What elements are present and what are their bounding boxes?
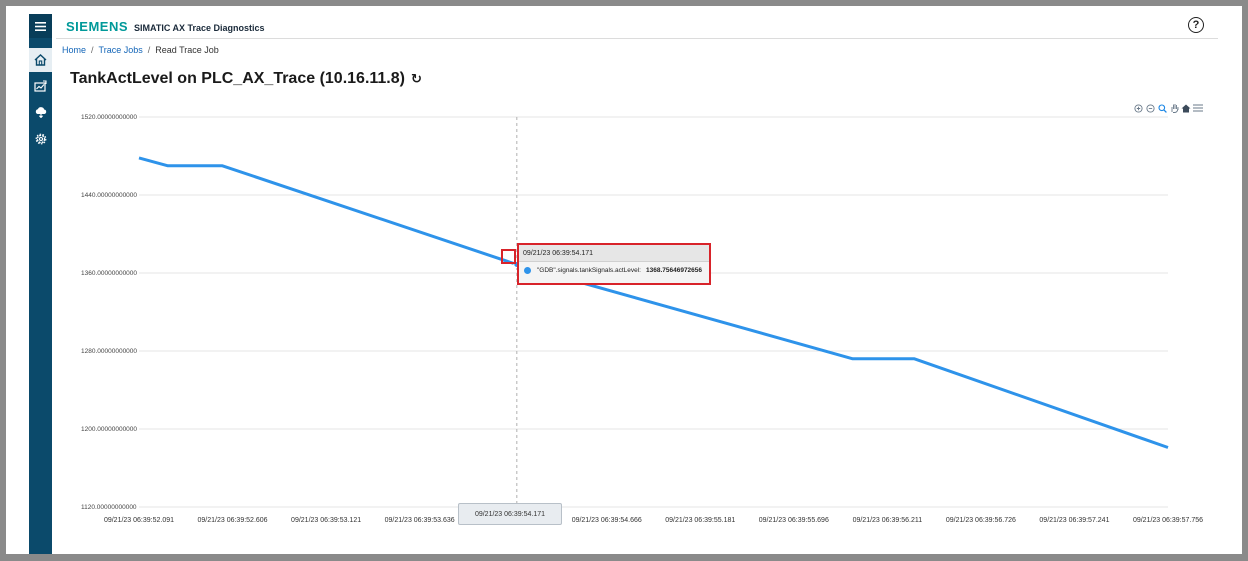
chart-tooltip: 09/21/23 06:39:54.171 "GDB".signals.tank…: [517, 243, 711, 285]
tooltip-value: 1368.75646972656: [645, 267, 703, 274]
tooltip-row: "GDB".signals.tankSignals.actLevel: 1368…: [519, 262, 709, 274]
y-tick-label: 1200.00000000000: [81, 426, 137, 433]
tooltip-time: 09/21/23 06:39:54.171: [519, 245, 709, 262]
series-line: [138, 156, 1169, 449]
page-title-text: TankActLevel on PLC_AX_Trace (10.16.11.8…: [70, 70, 405, 87]
chart-menu-icon[interactable]: [1193, 103, 1203, 113]
app-title: SIMATIC AX Trace Diagnostics: [134, 23, 265, 33]
breadcrumb-home[interactable]: Home: [62, 45, 87, 55]
refresh-icon[interactable]: ↻: [410, 71, 422, 86]
help-icon[interactable]: ?: [1188, 17, 1204, 33]
x-tick-label: 09/21/23 06:39:53.636: [385, 517, 455, 524]
trace-chart-icon[interactable]: [29, 74, 52, 98]
x-tick-label: 09/21/23 06:39:57.241: [1039, 517, 1109, 524]
highlighted-point-box: [501, 249, 516, 264]
x-axis-crosshair-label: 09/21/23 06:39:54.171: [458, 503, 562, 525]
x-tick-label: 09/21/23 06:39:55.181: [665, 517, 735, 524]
x-tick-label: 09/21/23 06:39:56.211: [853, 517, 923, 524]
hamburger-icon[interactable]: [29, 14, 52, 38]
home-icon[interactable]: [29, 48, 52, 72]
x-tick-label: 09/21/23 06:39:53.121: [291, 517, 361, 524]
zoom-in-icon[interactable]: [1133, 103, 1143, 113]
reset-zoom-home-icon[interactable]: [1181, 103, 1191, 113]
page-title: TankActLevel on PLC_AX_Trace (10.16.11.8…: [70, 70, 422, 88]
x-tick-label: 09/21/23 06:39:52.606: [198, 517, 268, 524]
tooltip-series-label: "GDB".signals.tankSignals.actLevel:: [537, 267, 641, 274]
y-tick-label: 1520.00000000000: [81, 114, 137, 121]
header-divider: [56, 38, 1218, 39]
zoom-out-icon[interactable]: [1145, 103, 1155, 113]
breadcrumb-current: Read Trace Job: [155, 45, 219, 55]
breadcrumb: Home / Trace Jobs / Read Trace Job: [62, 45, 219, 55]
gear-icon[interactable]: [29, 127, 52, 151]
x-tick-label: 09/21/23 06:39:56.726: [946, 517, 1016, 524]
y-tick-label: 1120.00000000000: [81, 504, 137, 511]
y-tick-label: 1360.00000000000: [81, 270, 137, 277]
breadcrumb-separator: /: [91, 45, 94, 55]
y-tick-label: 1440.00000000000: [81, 192, 137, 199]
y-tick-label: 1280.00000000000: [81, 348, 137, 355]
app-header: SIEMENS SIMATIC AX Trace Diagnostics: [66, 19, 265, 34]
pan-icon[interactable]: [1169, 103, 1179, 113]
x-tick-label: 09/21/23 06:39:52.091: [104, 517, 174, 524]
breadcrumb-trace-jobs[interactable]: Trace Jobs: [98, 45, 143, 55]
sidebar: [29, 14, 52, 554]
zoom-select-icon[interactable]: [1157, 103, 1167, 113]
siemens-logo: SIEMENS: [66, 19, 129, 34]
x-tick-label: 09/21/23 06:39:55.696: [759, 517, 829, 524]
breadcrumb-separator: /: [147, 45, 151, 55]
series-color-dot: [524, 267, 531, 274]
chart-toolbar: [1133, 103, 1203, 113]
x-tick-label: 09/21/23 06:39:57.756: [1133, 517, 1203, 524]
cloud-upload-icon[interactable]: [29, 100, 52, 124]
x-tick-label: 09/21/23 06:39:54.666: [572, 517, 642, 524]
